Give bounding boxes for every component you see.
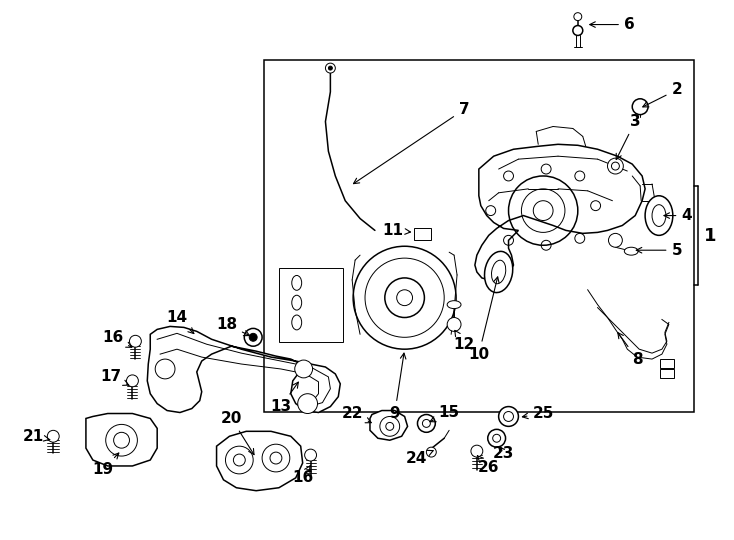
Text: 22: 22: [341, 406, 371, 423]
Text: 16: 16: [292, 465, 313, 485]
Circle shape: [498, 407, 518, 427]
Text: 17: 17: [100, 369, 128, 386]
Bar: [413, 228, 432, 240]
Text: 5: 5: [636, 242, 682, 258]
Circle shape: [396, 290, 413, 306]
Text: 21: 21: [23, 429, 50, 444]
Ellipse shape: [625, 247, 638, 255]
Polygon shape: [475, 144, 645, 280]
Circle shape: [129, 335, 142, 347]
Circle shape: [574, 12, 582, 21]
Circle shape: [353, 246, 456, 349]
Circle shape: [270, 452, 282, 464]
Text: 15: 15: [430, 405, 459, 422]
Circle shape: [493, 434, 501, 442]
Text: 18: 18: [216, 317, 250, 336]
Circle shape: [47, 430, 59, 442]
Circle shape: [418, 415, 435, 433]
Circle shape: [504, 411, 514, 421]
Text: 13: 13: [270, 382, 298, 414]
Polygon shape: [148, 326, 341, 413]
Text: 6: 6: [589, 17, 635, 32]
Polygon shape: [370, 410, 407, 440]
Circle shape: [632, 99, 648, 114]
Polygon shape: [217, 431, 302, 491]
Circle shape: [385, 278, 424, 318]
Circle shape: [233, 454, 245, 466]
Circle shape: [423, 420, 430, 427]
Text: 25: 25: [523, 406, 554, 421]
Circle shape: [250, 333, 257, 341]
Ellipse shape: [292, 295, 302, 310]
Text: 9: 9: [390, 353, 406, 421]
Text: 2: 2: [643, 83, 682, 107]
Text: 3: 3: [617, 114, 641, 159]
Text: 8: 8: [618, 333, 642, 367]
Circle shape: [365, 258, 444, 338]
Ellipse shape: [484, 252, 513, 293]
Circle shape: [262, 444, 290, 472]
Text: 7: 7: [354, 102, 469, 184]
Bar: [660, 369, 674, 378]
Circle shape: [447, 318, 461, 332]
Circle shape: [305, 449, 316, 461]
Ellipse shape: [292, 275, 302, 291]
Bar: [279, 268, 344, 342]
Circle shape: [380, 416, 399, 436]
Ellipse shape: [492, 260, 506, 284]
Circle shape: [608, 233, 622, 247]
Text: 20: 20: [221, 411, 254, 455]
Circle shape: [325, 63, 335, 73]
Text: 11: 11: [382, 223, 410, 238]
Circle shape: [295, 360, 313, 378]
Text: 16: 16: [102, 330, 132, 347]
Circle shape: [386, 422, 393, 430]
Text: 12: 12: [454, 330, 475, 352]
Circle shape: [328, 66, 333, 70]
Circle shape: [471, 445, 483, 457]
Ellipse shape: [292, 315, 302, 330]
Polygon shape: [86, 414, 157, 466]
Text: 1: 1: [703, 227, 716, 245]
Circle shape: [225, 446, 253, 474]
Ellipse shape: [652, 205, 666, 226]
Circle shape: [488, 429, 506, 447]
Text: 14: 14: [167, 310, 194, 334]
Circle shape: [244, 328, 262, 346]
Circle shape: [114, 433, 129, 448]
Ellipse shape: [645, 196, 673, 235]
Bar: [660, 359, 674, 368]
Bar: [264, 60, 694, 411]
Circle shape: [608, 158, 623, 174]
Circle shape: [426, 447, 436, 457]
Text: 26: 26: [477, 456, 499, 475]
Text: 23: 23: [493, 446, 515, 461]
Circle shape: [611, 162, 619, 170]
Text: 4: 4: [664, 208, 692, 223]
Text: 19: 19: [92, 453, 119, 477]
Text: 10: 10: [468, 277, 499, 362]
Ellipse shape: [447, 301, 461, 308]
Circle shape: [298, 394, 318, 414]
Circle shape: [573, 25, 583, 36]
Text: 24: 24: [406, 450, 433, 465]
Circle shape: [155, 359, 175, 379]
Circle shape: [126, 375, 139, 387]
Circle shape: [106, 424, 137, 456]
